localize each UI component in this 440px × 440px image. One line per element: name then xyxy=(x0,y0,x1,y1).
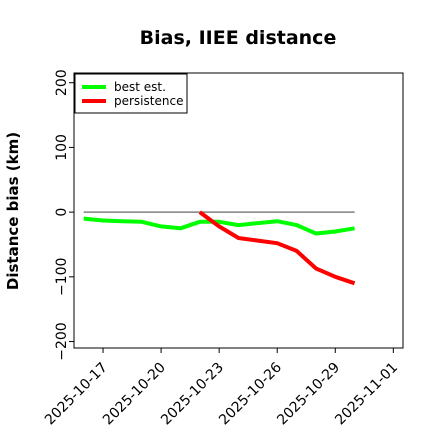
y-tick-label: 0 xyxy=(54,208,70,217)
y-tick-label: 200 xyxy=(54,69,70,96)
legend: best est. persistence xyxy=(74,73,188,114)
y-axis-label: Distance bias (km) xyxy=(4,132,22,290)
plot-area xyxy=(73,72,404,349)
y-tick-label: −200 xyxy=(54,322,70,360)
legend-label-best-est: best est. xyxy=(114,80,166,94)
legend-box xyxy=(74,73,188,114)
chart-title: Bias, IIEE distance xyxy=(140,27,337,49)
y-tick-label: −100 xyxy=(54,258,70,296)
series-group xyxy=(83,210,356,286)
y-tick-label: 100 xyxy=(54,134,70,161)
x-tick-label: 2025-11-01 xyxy=(332,360,401,429)
legend-label-persistence: persistence xyxy=(114,94,183,108)
